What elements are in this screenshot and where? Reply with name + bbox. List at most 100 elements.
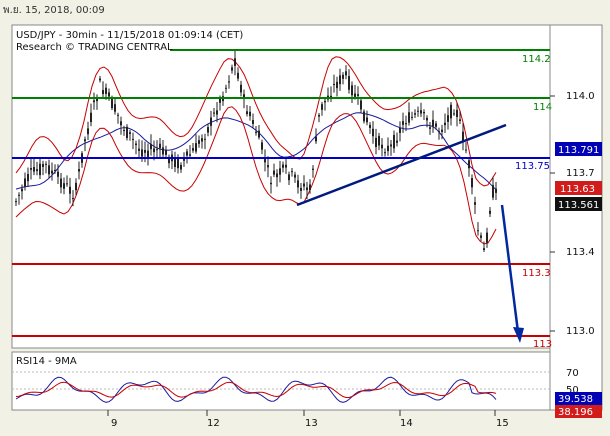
candle-body bbox=[42, 163, 44, 167]
candle-body bbox=[195, 143, 197, 152]
x-tick-label: 14 bbox=[400, 418, 413, 429]
candle-body bbox=[291, 171, 293, 173]
candle-body bbox=[429, 127, 431, 129]
candle-body bbox=[132, 138, 134, 140]
candle-body bbox=[120, 121, 122, 126]
candle-body bbox=[279, 168, 281, 175]
candle-body bbox=[189, 154, 191, 156]
candle-body bbox=[66, 183, 68, 185]
candle-body bbox=[465, 149, 467, 151]
price-tick: 113.4 bbox=[566, 247, 595, 258]
candle-body bbox=[108, 92, 110, 97]
candle-body bbox=[486, 232, 488, 243]
level-label-113.3: 113.3 bbox=[522, 268, 551, 279]
x-tick-label: 13 bbox=[305, 418, 318, 429]
candle-body bbox=[450, 104, 452, 119]
candle-body bbox=[126, 126, 128, 139]
candle-body bbox=[375, 137, 377, 147]
candle-body bbox=[57, 171, 59, 177]
candle-body bbox=[309, 184, 311, 190]
chart-subtitle: Research © TRADING CENTRAL bbox=[16, 42, 173, 53]
candle-body bbox=[39, 163, 41, 176]
candle-body bbox=[165, 150, 167, 155]
candle-body bbox=[237, 72, 239, 79]
candle-body bbox=[276, 173, 278, 178]
x-tick-label: 15 bbox=[496, 418, 509, 429]
candle-body bbox=[303, 183, 305, 187]
candle-body bbox=[21, 188, 23, 192]
level-label-113: 113 bbox=[533, 339, 552, 350]
candle-body bbox=[18, 194, 20, 196]
candle-body bbox=[168, 156, 170, 164]
candle-body bbox=[372, 128, 374, 137]
rsi-tick: 70 bbox=[566, 368, 579, 379]
candle-body bbox=[294, 174, 296, 178]
candle-body bbox=[306, 187, 308, 191]
candle-body bbox=[153, 148, 155, 153]
candle-body bbox=[111, 98, 113, 109]
candle-body bbox=[93, 100, 95, 103]
candle-body bbox=[261, 142, 263, 150]
rsi-ma-badge bbox=[555, 405, 602, 418]
chart-title: USD/JPY - 30min - 11/15/2018 01:09:14 (C… bbox=[16, 30, 243, 41]
candle-body bbox=[447, 115, 449, 122]
resistance-badge-text: 113.791 bbox=[558, 145, 599, 156]
candle-body bbox=[102, 90, 104, 95]
candle-body bbox=[87, 128, 89, 135]
candle-body bbox=[210, 117, 212, 126]
rsi-lines bbox=[15, 376, 497, 403]
candle-body bbox=[105, 87, 107, 94]
candle-body bbox=[63, 183, 65, 189]
candle-body bbox=[255, 131, 257, 133]
candle-body bbox=[417, 110, 419, 112]
candle-body bbox=[366, 117, 368, 123]
rsi-label: RSI14 - 9MA bbox=[16, 356, 77, 367]
candle-body bbox=[213, 112, 215, 114]
candle-body bbox=[408, 112, 410, 123]
candle-body bbox=[318, 114, 320, 117]
candle-body bbox=[192, 148, 194, 151]
candle-body bbox=[351, 85, 353, 96]
candle-body bbox=[27, 173, 29, 182]
candle-body bbox=[48, 165, 50, 175]
candle-body bbox=[297, 180, 299, 188]
candle-body bbox=[354, 93, 356, 97]
candle-body bbox=[369, 124, 371, 128]
candle-body bbox=[141, 149, 143, 157]
candle-body bbox=[69, 186, 71, 194]
candle-body bbox=[315, 136, 317, 142]
candle-body bbox=[240, 84, 242, 93]
candle-body bbox=[360, 100, 362, 110]
candle-body bbox=[321, 104, 323, 110]
candle-body bbox=[204, 138, 206, 140]
candle-body bbox=[72, 198, 74, 200]
trend-line bbox=[296, 123, 507, 207]
candle-body bbox=[453, 113, 455, 115]
candle-body bbox=[207, 127, 209, 133]
candle-body bbox=[258, 130, 260, 138]
candle-body bbox=[444, 122, 446, 126]
candle-body bbox=[90, 112, 92, 123]
candle-body bbox=[387, 145, 389, 152]
price-axis bbox=[549, 24, 603, 411]
x-tick-label: 12 bbox=[207, 418, 220, 429]
price-tick: 113.7 bbox=[566, 168, 595, 179]
candle-body bbox=[474, 202, 476, 205]
candle-body bbox=[396, 140, 398, 143]
candle-body bbox=[285, 164, 287, 168]
candle-body bbox=[150, 144, 152, 150]
candle-body bbox=[441, 129, 443, 132]
candle-body bbox=[15, 201, 17, 203]
candle-body bbox=[180, 164, 182, 170]
candle-body bbox=[495, 188, 497, 193]
candle-body bbox=[405, 123, 407, 125]
candle-body bbox=[252, 120, 254, 124]
header-date: พ.ย. 15, 2018, 00:09 bbox=[3, 5, 105, 16]
candle-body bbox=[483, 248, 485, 251]
candle-body bbox=[99, 78, 101, 81]
candlesticks bbox=[15, 50, 497, 253]
candle-body bbox=[75, 182, 77, 191]
candle-body bbox=[45, 163, 47, 165]
candle-body bbox=[84, 139, 86, 142]
candle-body bbox=[459, 119, 461, 121]
